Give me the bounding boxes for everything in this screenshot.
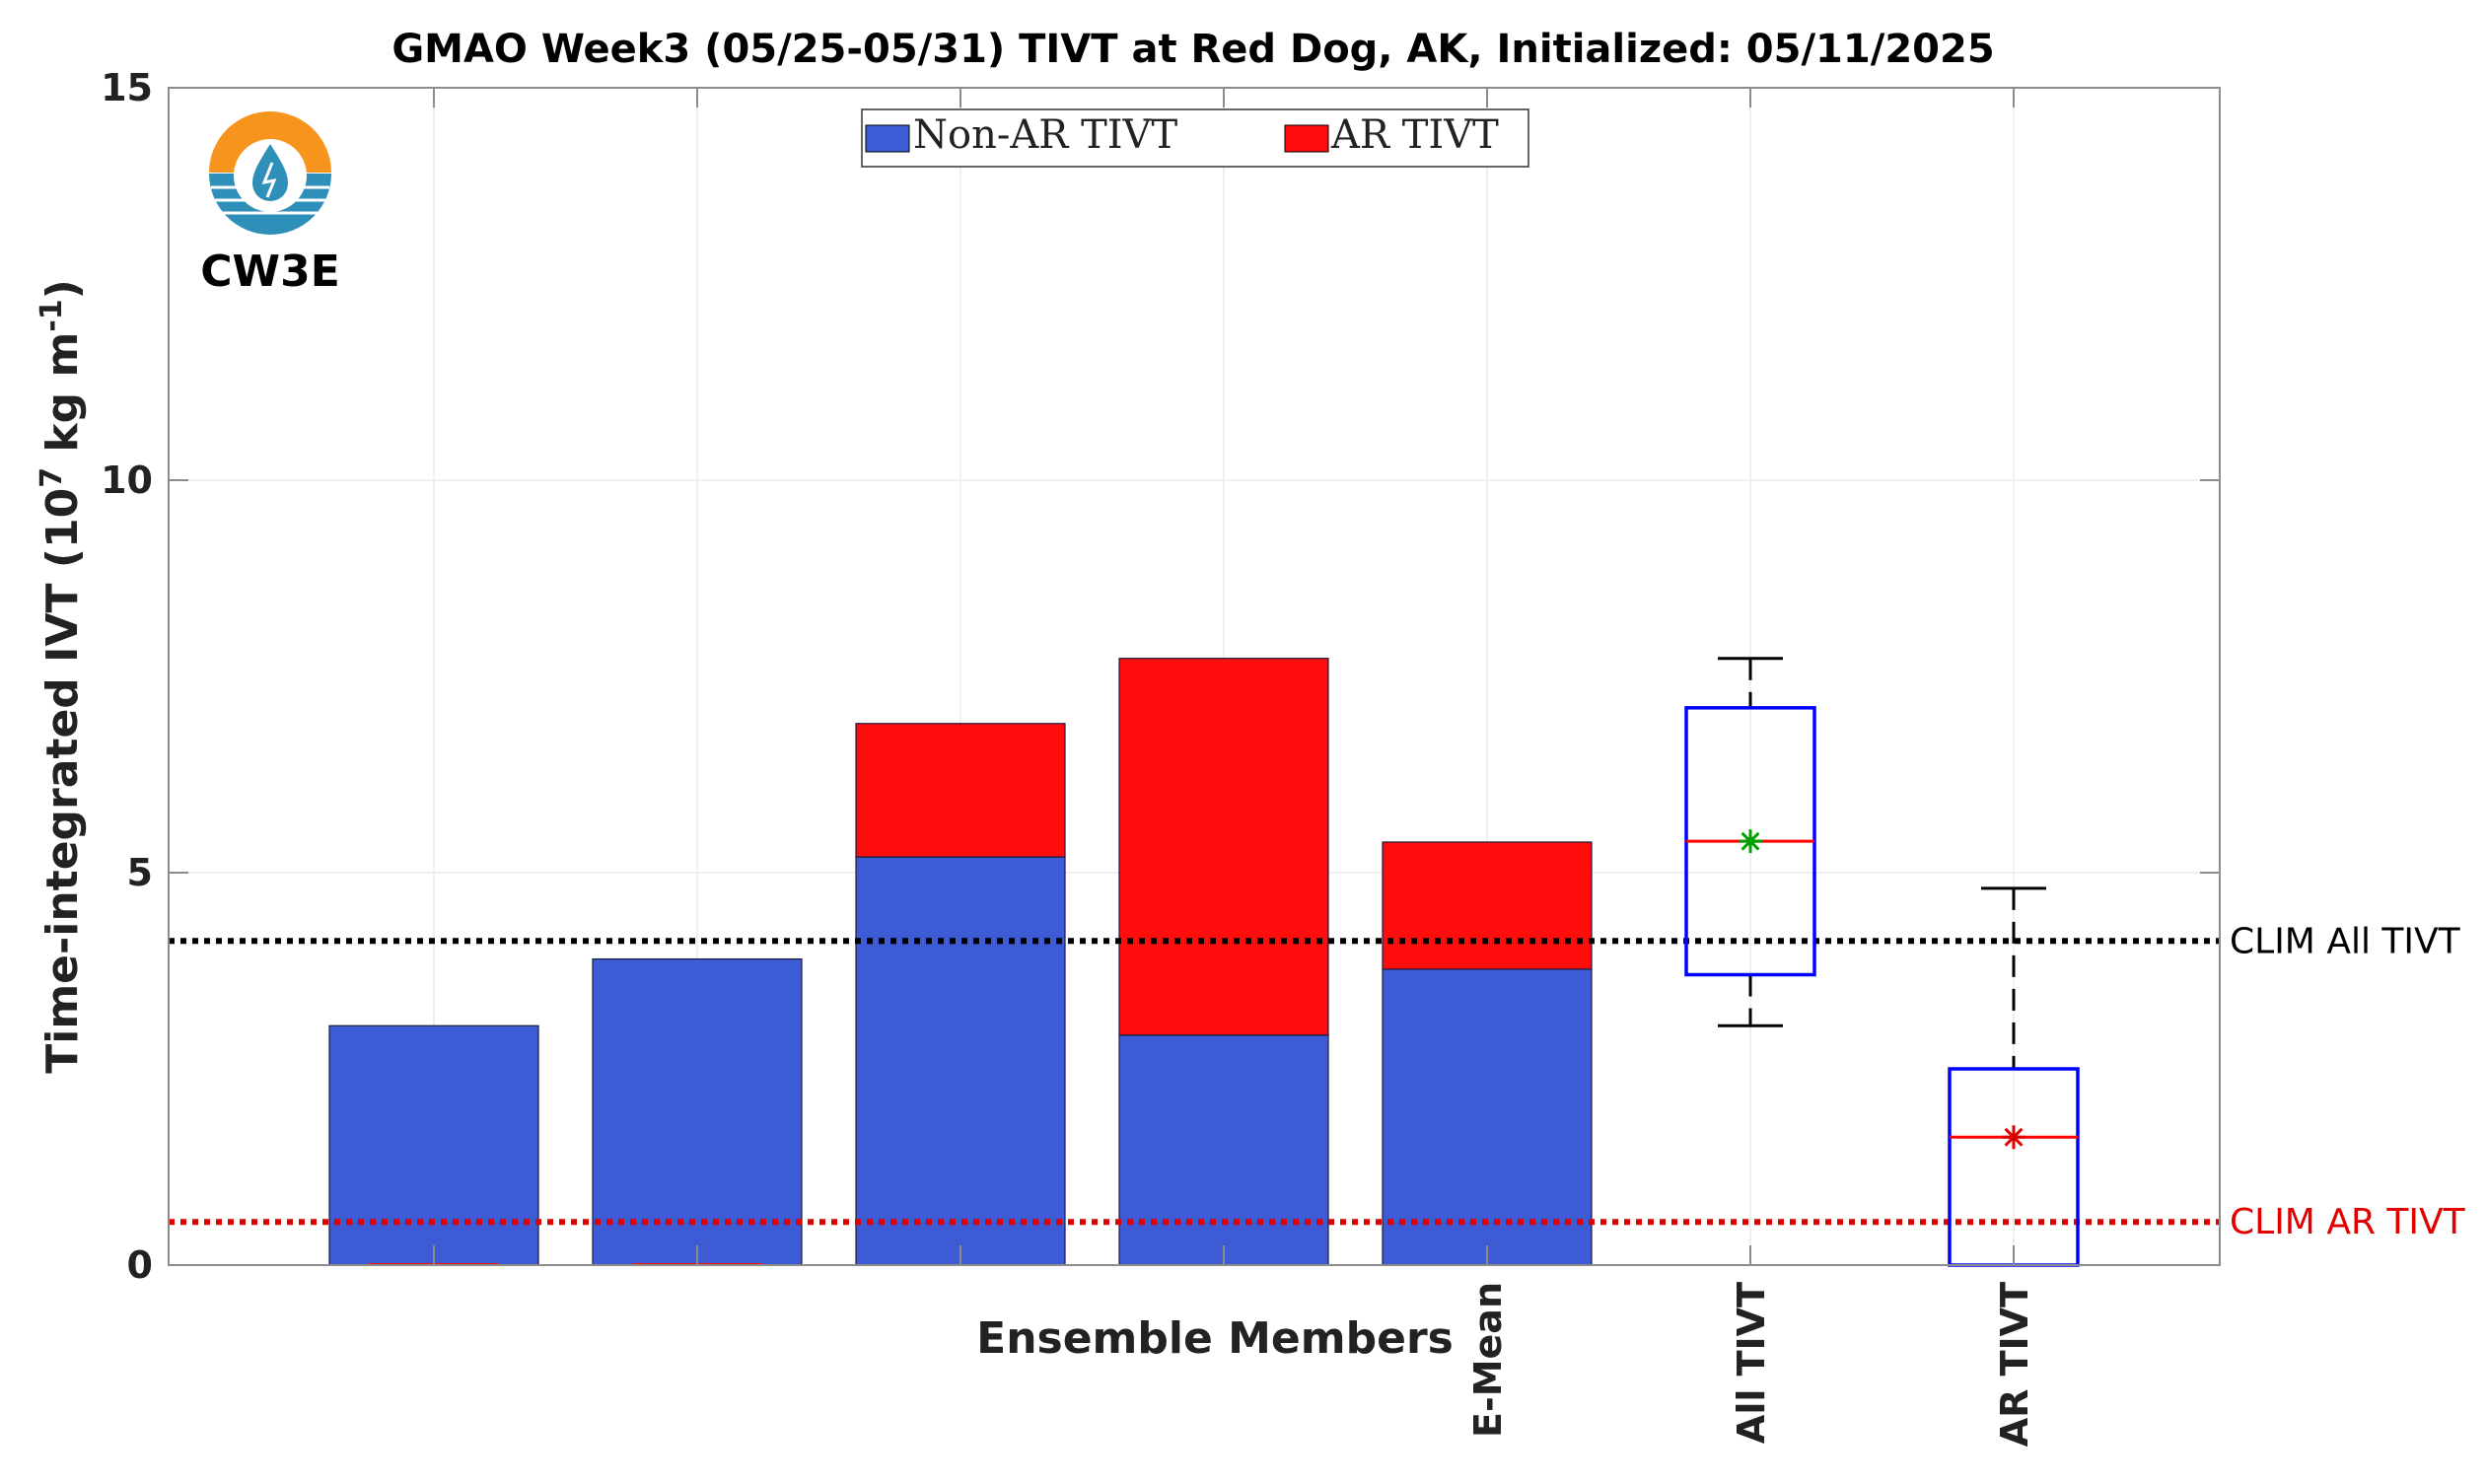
x-tick-labels: E-Mean All TIVT AR TIVT (1466, 1282, 2036, 1447)
cw3e-logo: CW3E (200, 111, 340, 297)
legend-swatch-ar (1284, 124, 1329, 153)
axis-ticks (169, 87, 2220, 1266)
reference-lines (169, 938, 2220, 1226)
bar-ar (1118, 658, 1329, 1036)
legend: Non-AR TIVT AR TIVT (861, 108, 1529, 168)
x-tick-label: E-Mean (1466, 1282, 1510, 1438)
x-tick-label: All TIVT (1730, 1282, 1773, 1444)
clim-ar-label: CLIM AR TIVT (2230, 1202, 2466, 1242)
mean-marker (1739, 829, 1762, 854)
mean-marker-stroke (1741, 831, 1760, 851)
logo-text: CW3E (200, 247, 340, 297)
y-tick-label: 0 (127, 1243, 153, 1287)
bar-non-ar (855, 856, 1066, 1266)
bar-non-ar (1118, 1034, 1329, 1266)
legend-label-ar: AR TIVT (1330, 112, 1499, 158)
bar-non-ar (1382, 968, 1593, 1266)
chart-title: GMAO Week3 (05/25-05/31) TIVT at Red Dog… (391, 27, 1994, 72)
y-tick-labels: 0 5 10 15 (101, 66, 153, 1287)
x-tick-label: AR TIVT (1993, 1282, 2036, 1447)
mean-marker (2002, 1125, 2025, 1150)
bar-non-ar (592, 957, 803, 1266)
legend-box (861, 108, 1529, 168)
bar-non-ar (328, 1025, 539, 1266)
x-axis-label: Ensemble Members (976, 1313, 1454, 1364)
plot-frame (168, 87, 2221, 1266)
y-axis-label: Time-integrated IVT (107 kg m-1) (35, 279, 88, 1074)
y-tick-label: 5 (127, 851, 153, 894)
bar-ar (855, 723, 1066, 858)
legend-swatch-non-ar (865, 124, 910, 153)
mean-marker-stroke (2004, 1127, 2024, 1147)
clim-all-label: CLIM All TIVT (2230, 921, 2461, 961)
bars-group (328, 658, 1593, 1266)
y-tick-label: 10 (101, 459, 153, 502)
lightning-icon (261, 162, 277, 198)
droplet-icon (252, 144, 288, 201)
legend-label-non-ar: Non-AR TIVT (913, 112, 1177, 158)
y-tick-label: 15 (101, 66, 153, 109)
bar-ar (1382, 841, 1593, 970)
